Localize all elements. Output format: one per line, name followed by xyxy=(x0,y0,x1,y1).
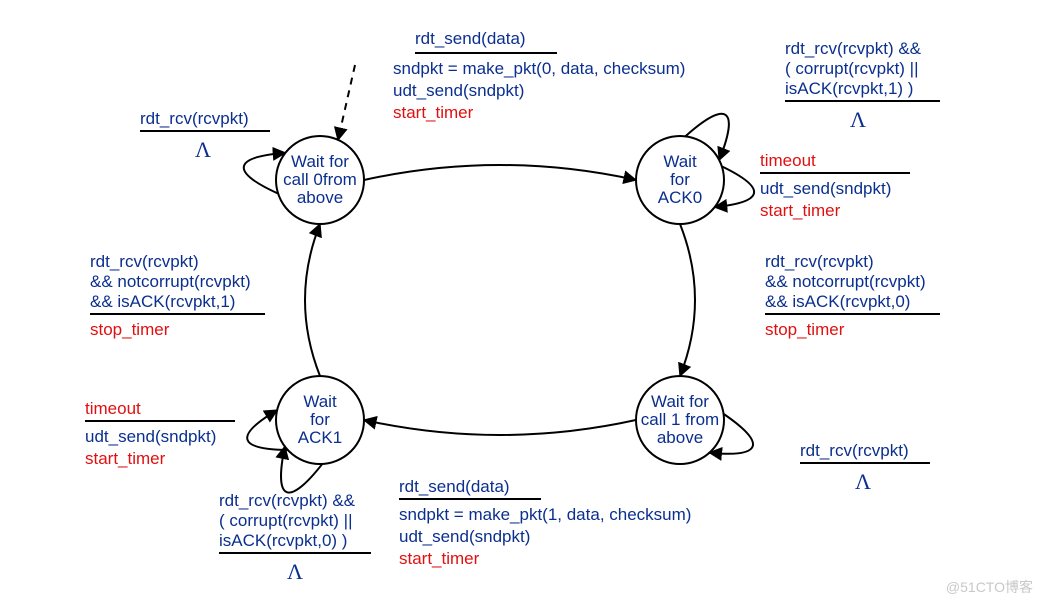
rule xyxy=(785,100,940,102)
lambda: Λ xyxy=(855,468,871,496)
event: ( corrupt(rcvpkt) || xyxy=(219,510,353,531)
action: stop_timer xyxy=(765,319,844,340)
rule xyxy=(399,498,541,500)
svg-text:Wait for: Wait for xyxy=(291,152,349,171)
rule xyxy=(90,313,265,315)
event: ( corrupt(rcvpkt) || xyxy=(785,58,919,79)
event: && notcorrupt(rcvpkt) xyxy=(765,271,926,292)
svg-text:Wait: Wait xyxy=(303,392,337,411)
svg-text:ACK1: ACK1 xyxy=(298,428,342,447)
event: rdt_rcv(rcvpkt) xyxy=(90,251,199,272)
rule xyxy=(765,313,940,315)
event: && notcorrupt(rcvpkt) xyxy=(90,271,251,292)
svg-text:call 1 from: call 1 from xyxy=(641,410,719,429)
action: udt_send(sndpkt) xyxy=(760,178,891,199)
rule xyxy=(219,552,371,554)
event: rdt_rcv(rcvpkt) && xyxy=(785,38,921,59)
svg-text:Wait: Wait xyxy=(663,152,697,171)
lambda: Λ xyxy=(195,136,211,164)
action: sndpkt = make_pkt(0, data, checksum) xyxy=(393,58,685,79)
action: udt_send(sndpkt) xyxy=(399,526,530,547)
svg-text:above: above xyxy=(657,428,703,447)
rule xyxy=(760,172,910,174)
action: udt_send(sndpkt) xyxy=(85,426,216,447)
lambda: Λ xyxy=(287,558,303,586)
event: && isACK(rcvpkt,0) xyxy=(765,291,910,312)
event: timeout xyxy=(85,398,141,419)
event: rdt_rcv(rcvpkt) xyxy=(765,251,874,272)
event: timeout xyxy=(760,150,816,171)
event: rdt_rcv(rcvpkt) xyxy=(800,440,909,461)
action: udt_send(sndpkt) xyxy=(393,80,524,101)
event: rdt_send(data) xyxy=(415,28,526,49)
rule xyxy=(800,462,930,464)
rule xyxy=(85,420,235,422)
event: rdt_rcv(rcvpkt) xyxy=(140,108,249,129)
svg-text:ACK0: ACK0 xyxy=(658,188,702,207)
action: start_timer xyxy=(760,200,840,221)
svg-text:above: above xyxy=(297,188,343,207)
action: sndpkt = make_pkt(1, data, checksum) xyxy=(399,504,691,525)
lambda: Λ xyxy=(850,106,866,134)
rule xyxy=(140,130,270,132)
svg-text:for: for xyxy=(310,410,330,429)
action: start_timer xyxy=(399,548,479,569)
action: stop_timer xyxy=(90,319,169,340)
action: start_timer xyxy=(393,102,473,123)
svg-text:Wait for: Wait for xyxy=(651,392,709,411)
action: start_timer xyxy=(85,448,165,469)
svg-text:call 0from: call 0from xyxy=(283,170,357,189)
event: && isACK(rcvpkt,1) xyxy=(90,291,235,312)
rule xyxy=(415,52,557,54)
event: isACK(rcvpkt,1) ) xyxy=(785,78,913,99)
watermark: @51CTO博客 xyxy=(946,577,1033,597)
event: rdt_rcv(rcvpkt) && xyxy=(219,490,355,511)
event: isACK(rcvpkt,0) ) xyxy=(219,530,347,551)
event: rdt_send(data) xyxy=(399,476,510,497)
svg-text:for: for xyxy=(670,170,690,189)
